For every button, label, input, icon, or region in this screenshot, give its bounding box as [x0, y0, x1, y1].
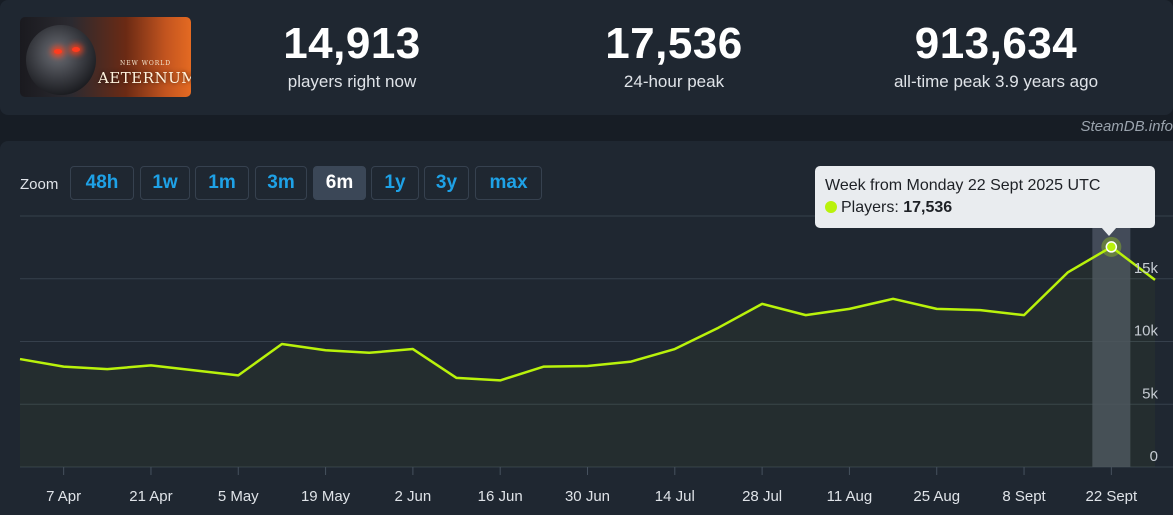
x-tick-label-2: 5 May	[218, 488, 259, 505]
stat-all-time-peak: 913,634 all-time peak 3.9 years ago	[866, 18, 1126, 94]
y-tick-label-10k: 10k	[1134, 323, 1159, 340]
glowing-eye-left	[54, 49, 62, 54]
warrior-face-art	[26, 25, 96, 95]
x-tick-label-5: 16 Jun	[478, 488, 523, 505]
zoom-button-max[interactable]: max	[475, 166, 542, 200]
tooltip-series: Players: 17,536	[825, 197, 1145, 219]
all-time-peak-value: 913,634	[914, 19, 1078, 68]
x-tick-label-1: 21 Apr	[129, 488, 172, 505]
peak-24h-label: 24-hour peak	[623, 72, 725, 91]
y-tick-label-0: 0	[1150, 448, 1158, 465]
zoom-button-1y[interactable]: 1y	[371, 166, 419, 200]
zoom-button-6m[interactable]: 6m	[313, 166, 366, 200]
current-players-value: 14,913	[283, 19, 421, 68]
series-area	[20, 247, 1155, 467]
x-tick-label-8: 28 Jul	[742, 488, 782, 505]
x-tick-label-11: 8 Sept	[1002, 488, 1046, 505]
x-tick-label-10: 25 Aug	[913, 488, 960, 505]
all-time-peak-label: all-time peak 3.9 years ago	[893, 72, 1099, 91]
y-tick-label-15k: 15k	[1134, 260, 1159, 277]
chart-tooltip: Week from Monday 22 Sept 2025 UTC Player…	[815, 166, 1155, 228]
glowing-eye-right	[72, 47, 80, 52]
current-players-label: players right now	[287, 72, 417, 91]
y-tick-label-5k: 5k	[1142, 385, 1158, 402]
zoom-button-1w[interactable]: 1w	[140, 166, 190, 200]
x-tick-label-9: 11 Aug	[827, 488, 873, 505]
capsule-title: AETERNUM	[98, 69, 191, 87]
tooltip-value: 17,536	[903, 199, 953, 216]
x-tick-label-4: 2 Jun	[395, 488, 432, 505]
x-tick-label-3: 19 May	[301, 488, 351, 505]
stat-current-players: 14,913 players right now	[262, 18, 442, 94]
steamdb-watermark[interactable]: SteamDB.info	[1080, 118, 1173, 135]
tooltip-series-label: Players:	[841, 199, 899, 216]
zoom-button-3y[interactable]: 3y	[424, 166, 469, 200]
zoom-button-1m[interactable]: 1m	[195, 166, 249, 200]
zoom-button-48h[interactable]: 48h	[70, 166, 134, 200]
x-tick-label-12: 22 Sept	[1085, 488, 1138, 505]
x-tick-label-0: 7 Apr	[46, 488, 81, 505]
zoom-label: Zoom	[20, 176, 59, 193]
tooltip-title: Week from Monday 22 Sept 2025 UTC	[825, 177, 1101, 194]
game-capsule-image[interactable]: NEW WORLD AETERNUM	[20, 17, 191, 97]
zoom-button-3m[interactable]: 3m	[255, 166, 307, 200]
series-color-dot-icon	[825, 201, 837, 213]
capsule-subtitle: NEW WORLD	[120, 60, 172, 67]
peak-24h-value: 17,536	[605, 19, 743, 68]
x-tick-label-6: 30 Jun	[565, 488, 610, 505]
tooltip-arrow	[1101, 227, 1117, 236]
stat-24h-peak: 17,536 24-hour peak	[584, 18, 764, 94]
x-tick-label-7: 14 Jul	[655, 488, 695, 505]
stats-panel: NEW WORLD AETERNUM 14,913 players right …	[0, 0, 1173, 115]
highlight-point	[1105, 241, 1118, 253]
